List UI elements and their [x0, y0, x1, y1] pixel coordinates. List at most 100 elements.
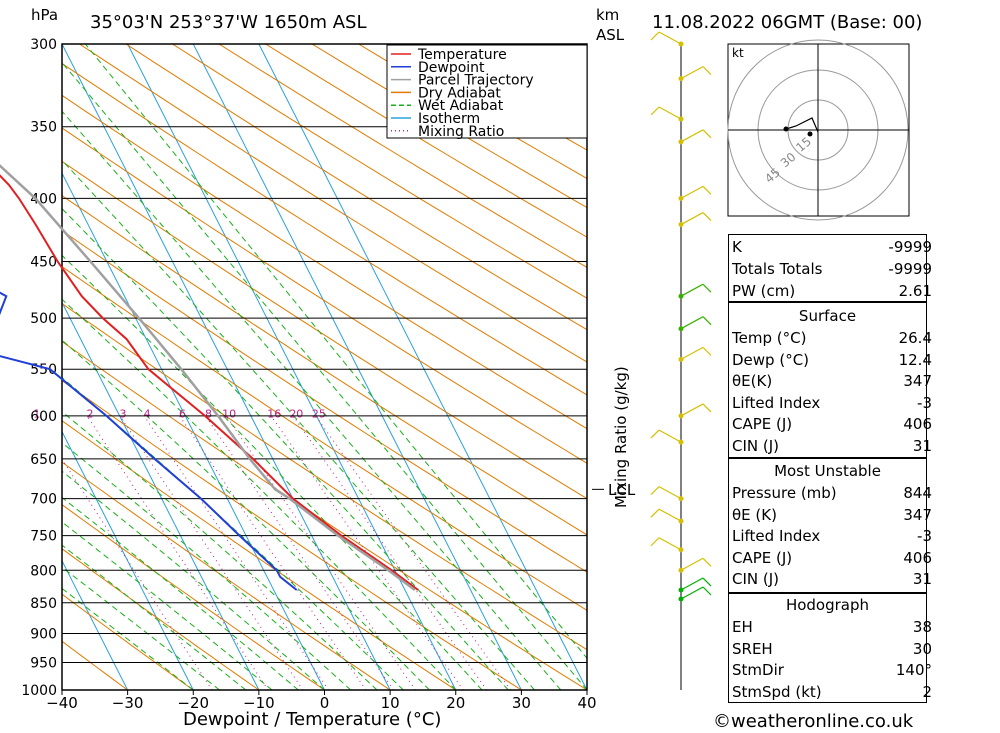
mixing-ratio-line — [86, 415, 269, 690]
pressure-tick-label: 500 — [30, 311, 57, 327]
pressure-tick-label: 800 — [30, 563, 57, 579]
index-label: StmDir — [732, 661, 784, 679]
index-value: 140° — [895, 661, 932, 679]
index-label: Dewp (°C) — [732, 350, 810, 369]
index-row: Dewp (°C) 12.4 — [732, 350, 932, 369]
hodograph-units: kt — [732, 46, 744, 60]
wind-barb-flag — [650, 508, 660, 518]
wind-barb — [680, 185, 704, 199]
wind-barb-flag — [650, 486, 660, 496]
wind-barb-flag — [702, 283, 712, 293]
mixing-ratio-label: 2 — [87, 407, 94, 420]
index-row: Lifted Index -3 — [732, 395, 932, 411]
index-row: θE (K) 347 — [732, 505, 932, 524]
index-row: EH 38 — [732, 620, 932, 635]
wet-adiabat-line — [62, 339, 430, 690]
mixing-ratio-label: 10 — [222, 407, 236, 420]
isotherm-line — [62, 301, 260, 690]
wind-barb-flag — [650, 537, 660, 547]
indices-box — [728, 234, 927, 302]
index-row: StmDir 140° — [732, 663, 932, 678]
wind-barb-flag — [702, 129, 712, 139]
pressure-tick-label: 450 — [30, 255, 57, 271]
wet-adiabat-line — [62, 61, 587, 690]
indices-box — [728, 593, 927, 703]
wind-barb — [680, 346, 704, 360]
wind-barb — [658, 31, 682, 45]
dry-adiabat-line — [125, 44, 587, 331]
index-row: StmSpd (kt) 2 — [732, 684, 932, 700]
mixing-ratio-line — [292, 415, 488, 690]
x-tick-label: 0 — [320, 694, 330, 712]
mixing-ratio-label: 8 — [205, 407, 212, 420]
units-km-label: km — [596, 6, 620, 24]
legend-label: Temperature — [417, 47, 507, 63]
legend-label: Wet Adiabat — [418, 98, 504, 114]
mixing-ratio-label: 4 — [144, 407, 151, 420]
mixing-ratio-line — [270, 415, 464, 690]
mixing-ratio-label: 1 — [33, 407, 40, 420]
indices-section-title: Most Unstable — [774, 462, 881, 480]
indices-box — [728, 302, 927, 458]
x-tick-label: 10 — [381, 694, 400, 712]
mixing-ratio-label: 16 — [267, 407, 281, 420]
x-axis-label: Dewpoint / Temperature (°C) — [183, 709, 442, 730]
wind-profile — [650, 31, 712, 690]
wet-adiabat-line — [62, 207, 509, 690]
wet-adiabat-line — [85, 44, 587, 660]
pressure-tick-label: 1000 — [21, 683, 57, 699]
index-row: CAPE (J) 406 — [732, 550, 932, 566]
wind-barb — [680, 129, 704, 143]
isotherm-line — [62, 559, 129, 690]
legend-label: Isotherm — [418, 111, 480, 127]
pressure-tick-label: 300 — [30, 37, 57, 53]
wet-adiabat-line — [62, 521, 273, 690]
isotherm-line — [62, 172, 325, 690]
wind-barb-flag — [702, 212, 712, 221]
indices-box — [728, 458, 927, 593]
wet-adiabat-line — [62, 496, 299, 690]
pressure-tick-label: 600 — [30, 409, 57, 425]
wind-barb-flag — [702, 557, 712, 567]
wind-barb — [680, 557, 704, 571]
index-value: -3 — [917, 527, 932, 545]
index-row: CAPE (J) 406 — [732, 417, 932, 432]
index-row: Pressure (mb) 844 — [732, 486, 932, 501]
pressure-tick-label: 700 — [30, 492, 57, 508]
wind-barb-flag — [650, 106, 660, 116]
legend-label: Mixing Ratio — [418, 124, 504, 140]
index-value: 31 — [912, 436, 932, 455]
legend-label: Dry Adiabat — [418, 85, 501, 101]
index-label: CIN (J) — [732, 570, 780, 588]
dry-adiabat-line — [62, 593, 194, 690]
dry-adiabat-line — [62, 266, 587, 611]
pressure-tick-label: 900 — [30, 626, 57, 642]
wind-barb-flag — [702, 66, 712, 76]
index-row: K -9999 — [732, 240, 932, 255]
isotherm-line — [62, 44, 391, 690]
index-value: 406 — [903, 415, 932, 433]
parcel-trajectory-line — [0, 164, 416, 592]
legend-label: Dewpoint — [418, 60, 485, 76]
wind-barb — [658, 106, 682, 120]
x-tick-label: −40 — [46, 694, 78, 712]
x-tick-label: 30 — [512, 694, 531, 712]
index-label: θE (K) — [732, 505, 777, 524]
index-label: CAPE (J) — [732, 415, 793, 433]
plot-frame — [61, 43, 588, 691]
x-tick-label: −30 — [112, 694, 144, 712]
hodograph-trace — [785, 117, 819, 133]
index-row: Temp (°C) 26.4 — [732, 331, 932, 346]
wind-barb-flag — [650, 429, 660, 439]
mixing-ratio-line — [315, 415, 512, 690]
mixing-ratio-label: 6 — [179, 407, 186, 420]
isotherm-line — [258, 44, 587, 690]
wet-adiabat-line — [62, 376, 404, 690]
wind-barb — [658, 429, 682, 443]
hodograph-point — [783, 126, 789, 132]
dry-adiabat-line — [62, 94, 587, 430]
wet-adiabat-line — [62, 470, 325, 690]
